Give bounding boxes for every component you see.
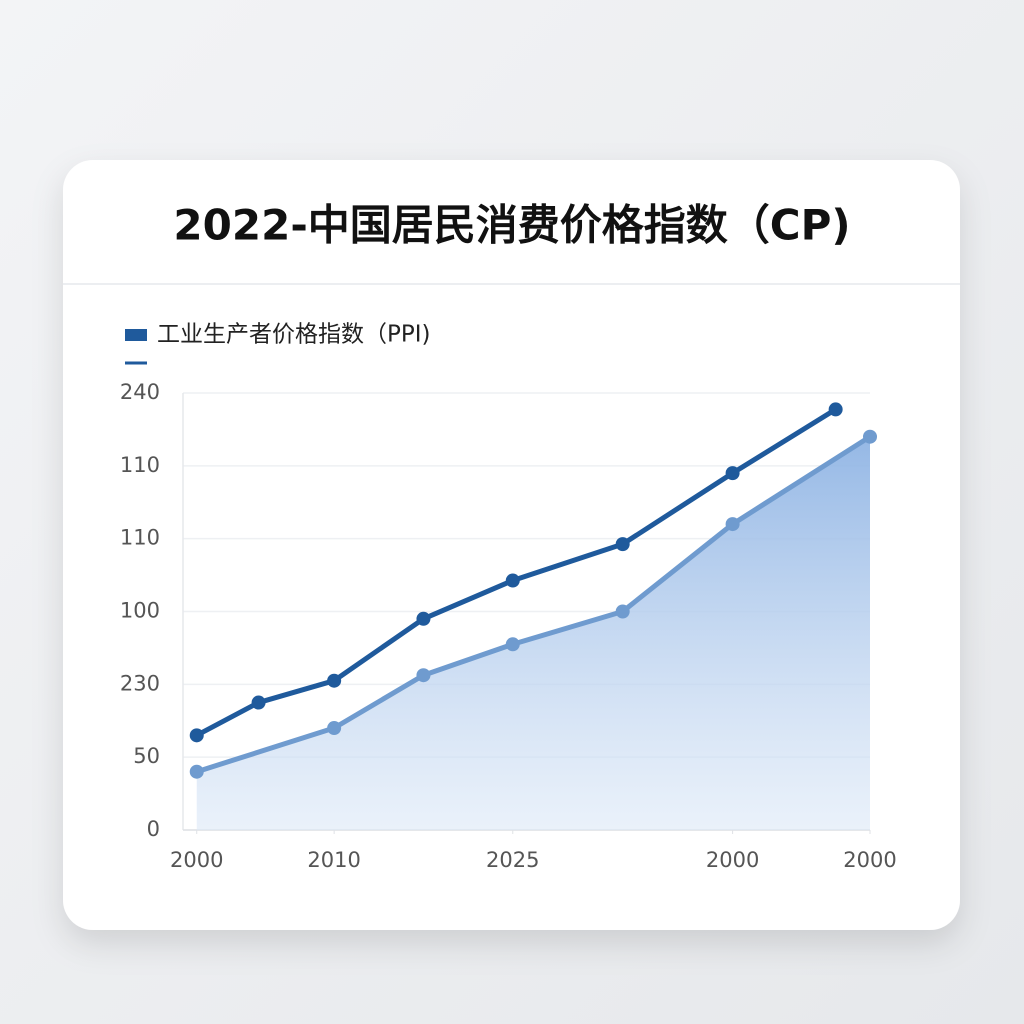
area [196, 436, 871, 830]
x-tick-label: 2000 [170, 848, 223, 872]
point [725, 466, 740, 481]
point [416, 668, 431, 683]
point [615, 604, 630, 619]
point [615, 537, 630, 552]
x-tick-label: 2010 [307, 848, 360, 872]
legend-swatch [125, 329, 147, 341]
point [327, 673, 342, 688]
point [863, 429, 877, 444]
point [416, 611, 431, 626]
x-tick-label: 2000 [706, 848, 759, 872]
y-tick-label: 230 [120, 671, 160, 695]
point [189, 764, 204, 779]
point [505, 637, 520, 652]
y-tick-label: 50 [133, 744, 160, 768]
y-tick-label: 100 [120, 599, 160, 623]
y-tick-label: 110 [120, 453, 160, 477]
chart-title: 2022-中国居民消费价格指数（CP) [173, 201, 850, 250]
point [828, 402, 843, 417]
point [725, 517, 740, 532]
x-tick-label: 2025 [486, 848, 539, 872]
point [505, 573, 520, 588]
x-tick-label: 2000 [843, 848, 896, 872]
legend-label: 工业生产者价格指数（PPI) [157, 322, 431, 348]
y-tick-label: 240 [120, 380, 160, 404]
point [251, 695, 266, 710]
y-tick-label: 0 [147, 817, 160, 841]
point [327, 721, 342, 736]
point [189, 728, 204, 743]
series-line [194, 406, 839, 738]
y-tick-label: 110 [120, 526, 160, 550]
